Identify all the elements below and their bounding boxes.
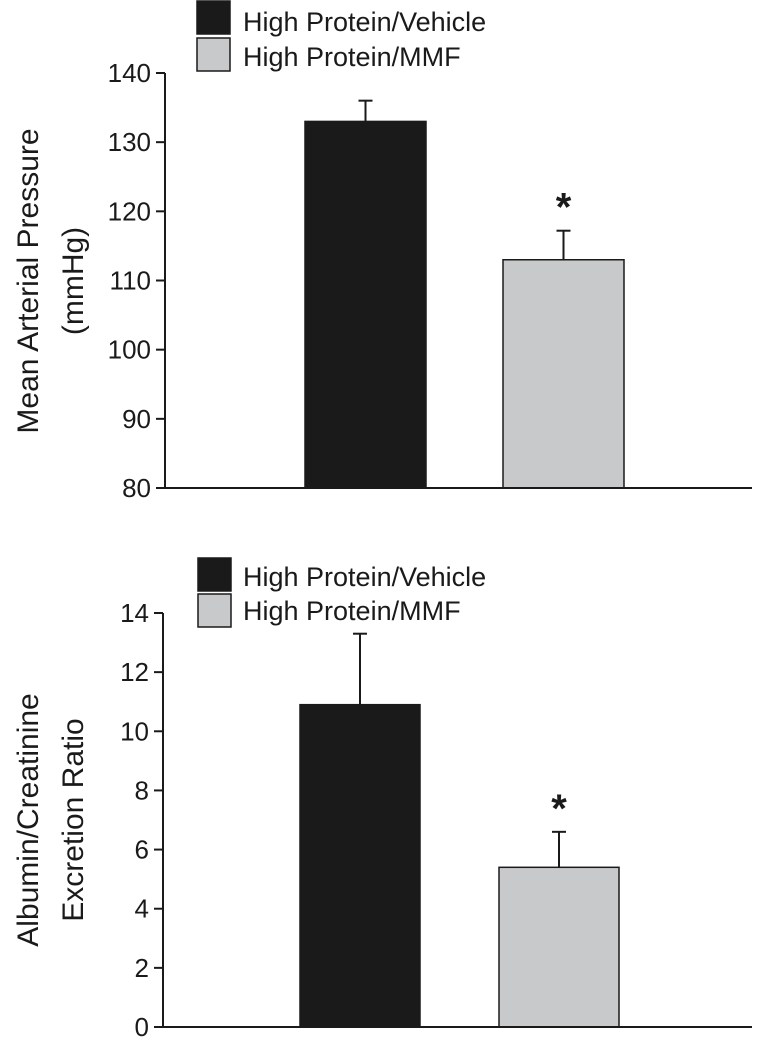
legend-label: High Protein/Vehicle: [243, 562, 486, 592]
y-tick-label: 130: [108, 127, 151, 157]
legend-swatch: [197, 593, 232, 628]
albumin-creatinine-chart: High Protein/Vehicle High Protein/MMF * 0 2 4…: [12, 557, 752, 1042]
bar: [502, 259, 625, 489]
legend-label: High Protein/MMF: [243, 42, 461, 72]
bar: [498, 866, 620, 1028]
y-tick-label: 2: [135, 953, 149, 983]
y-tick-label: 12: [120, 657, 149, 687]
mean-arterial-pressure-chart: High Protein/Vehicle High Protein/MMF * 80 9…: [12, 0, 752, 503]
y-axis-title: Albumin/Creatinine: [12, 693, 45, 946]
bar: [304, 120, 427, 489]
y-tick-label: 8: [135, 775, 149, 805]
y-tick-label: 14: [120, 598, 149, 628]
y-tick-label: 110: [110, 266, 151, 296]
y-tick-label: 0: [135, 1012, 149, 1042]
legend-label: High Protein/MMF: [243, 596, 461, 626]
y-tick-label: 6: [135, 835, 149, 865]
y-tick-label: 10: [120, 716, 149, 746]
bar: [299, 703, 421, 1028]
y-tick-label: 120: [108, 196, 151, 226]
legend-swatch: [196, 37, 231, 72]
y-axis-title: Mean Arterial Pressure: [12, 128, 45, 433]
y-tick-label: 4: [135, 894, 149, 924]
legend-swatch: [197, 557, 232, 592]
significance-mark: *: [556, 186, 572, 230]
y-tick-label: 90: [122, 404, 151, 434]
y-tick-label: 80: [122, 473, 151, 503]
y-tick-label: 140: [108, 58, 151, 88]
y-tick-label: 100: [108, 335, 151, 365]
y-axis-title: Excretion Ratio: [57, 718, 90, 921]
significance-mark: *: [551, 787, 567, 831]
legend-swatch: [196, 0, 231, 35]
legend-label: High Protein/Vehicle: [243, 7, 486, 37]
y-axis-title: (mmHg): [57, 227, 90, 335]
